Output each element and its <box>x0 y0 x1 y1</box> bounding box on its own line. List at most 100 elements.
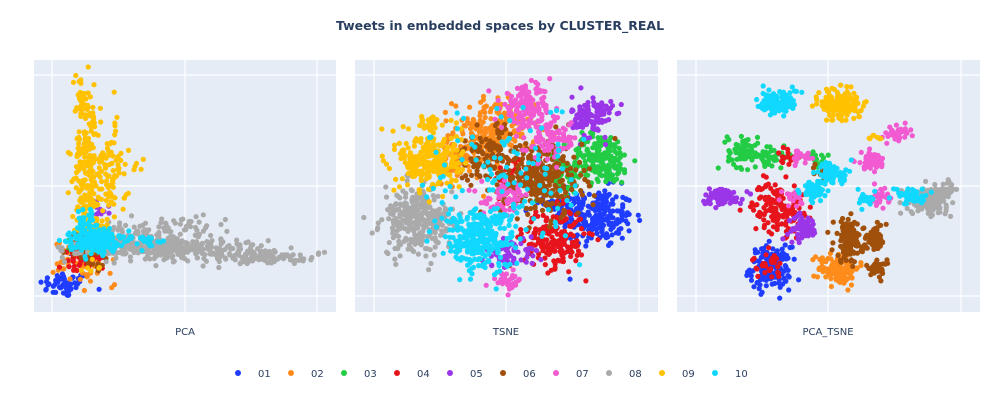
point-10 <box>447 206 454 212</box>
point-06 <box>539 177 545 183</box>
point-04 <box>533 226 539 232</box>
point-04 <box>550 247 557 253</box>
point-08 <box>392 245 398 252</box>
point-09 <box>120 206 126 212</box>
point-05 <box>594 106 601 112</box>
point-09 <box>414 160 420 166</box>
point-04 <box>583 278 589 284</box>
point-08 <box>232 252 238 259</box>
point-10 <box>433 224 439 230</box>
point-10 <box>459 157 465 163</box>
point-01 <box>602 201 609 207</box>
point-06 <box>578 172 584 178</box>
point-01 <box>766 238 772 244</box>
point-08 <box>435 193 441 199</box>
point-03 <box>731 161 737 167</box>
point-08 <box>412 236 418 242</box>
point-10 <box>107 225 113 232</box>
point-07 <box>526 102 532 108</box>
point-10 <box>479 263 485 269</box>
point-03 <box>595 178 601 184</box>
point-06 <box>555 194 562 200</box>
point-01 <box>588 222 594 229</box>
point-06 <box>534 197 541 203</box>
point-09 <box>78 103 84 109</box>
point-10 <box>568 177 574 183</box>
point-08 <box>168 243 174 249</box>
point-08 <box>375 225 381 231</box>
point-10 <box>78 221 84 227</box>
point-10 <box>104 241 110 247</box>
point-09 <box>416 168 422 175</box>
point-02 <box>493 101 499 108</box>
point-08 <box>393 207 399 213</box>
point-07 <box>519 113 525 119</box>
point-04 <box>751 207 757 213</box>
point-09 <box>109 160 115 166</box>
point-07 <box>502 101 508 107</box>
point-10 <box>134 241 140 247</box>
point-04 <box>785 150 791 156</box>
point-03 <box>561 141 567 148</box>
point-05 <box>590 95 596 101</box>
point-08 <box>432 244 438 250</box>
point-10 <box>491 272 498 278</box>
point-09 <box>453 154 459 160</box>
point-08 <box>415 201 421 207</box>
point-08 <box>267 248 273 255</box>
point-10 <box>511 149 517 155</box>
point-05 <box>583 114 589 120</box>
point-06 <box>546 179 553 185</box>
point-05 <box>606 117 612 123</box>
point-10 <box>62 238 69 244</box>
point-04 <box>71 263 77 269</box>
point-06 <box>565 172 571 178</box>
point-07 <box>504 201 511 207</box>
point-07 <box>551 118 557 124</box>
point-05 <box>538 257 544 263</box>
point-10 <box>544 165 550 172</box>
point-08 <box>429 235 435 241</box>
point-02 <box>67 276 73 282</box>
point-02 <box>87 278 94 284</box>
point-10 <box>442 234 448 240</box>
point-09 <box>444 150 450 156</box>
point-01 <box>583 243 589 249</box>
point-03 <box>597 168 604 174</box>
point-07 <box>506 107 512 113</box>
point-07 <box>539 100 545 106</box>
point-02 <box>848 282 855 288</box>
point-01 <box>54 273 60 279</box>
point-08 <box>170 259 176 265</box>
point-03 <box>608 135 614 141</box>
point-04 <box>762 194 769 200</box>
point-10 <box>491 177 498 183</box>
point-04 <box>550 242 556 248</box>
point-08 <box>402 200 408 206</box>
point-06 <box>515 174 521 180</box>
point-08 <box>117 220 123 226</box>
point-09 <box>81 90 87 96</box>
point-01 <box>626 197 632 203</box>
point-08 <box>397 214 403 220</box>
point-03 <box>598 143 604 149</box>
point-03 <box>740 138 746 144</box>
point-10 <box>459 188 465 194</box>
point-06 <box>494 120 500 126</box>
point-03 <box>588 130 594 136</box>
point-09 <box>78 113 84 119</box>
point-04 <box>755 273 761 279</box>
point-06 <box>581 167 587 174</box>
point-10 <box>495 214 501 220</box>
point-09 <box>90 104 96 110</box>
point-08 <box>127 254 133 260</box>
point-10 <box>452 243 458 249</box>
point-05 <box>524 254 530 260</box>
point-08 <box>265 253 271 259</box>
point-08 <box>128 258 134 264</box>
point-10 <box>560 166 566 172</box>
point-03 <box>619 179 625 185</box>
point-08 <box>242 255 248 261</box>
point-07 <box>499 124 505 130</box>
point-08 <box>404 178 410 184</box>
